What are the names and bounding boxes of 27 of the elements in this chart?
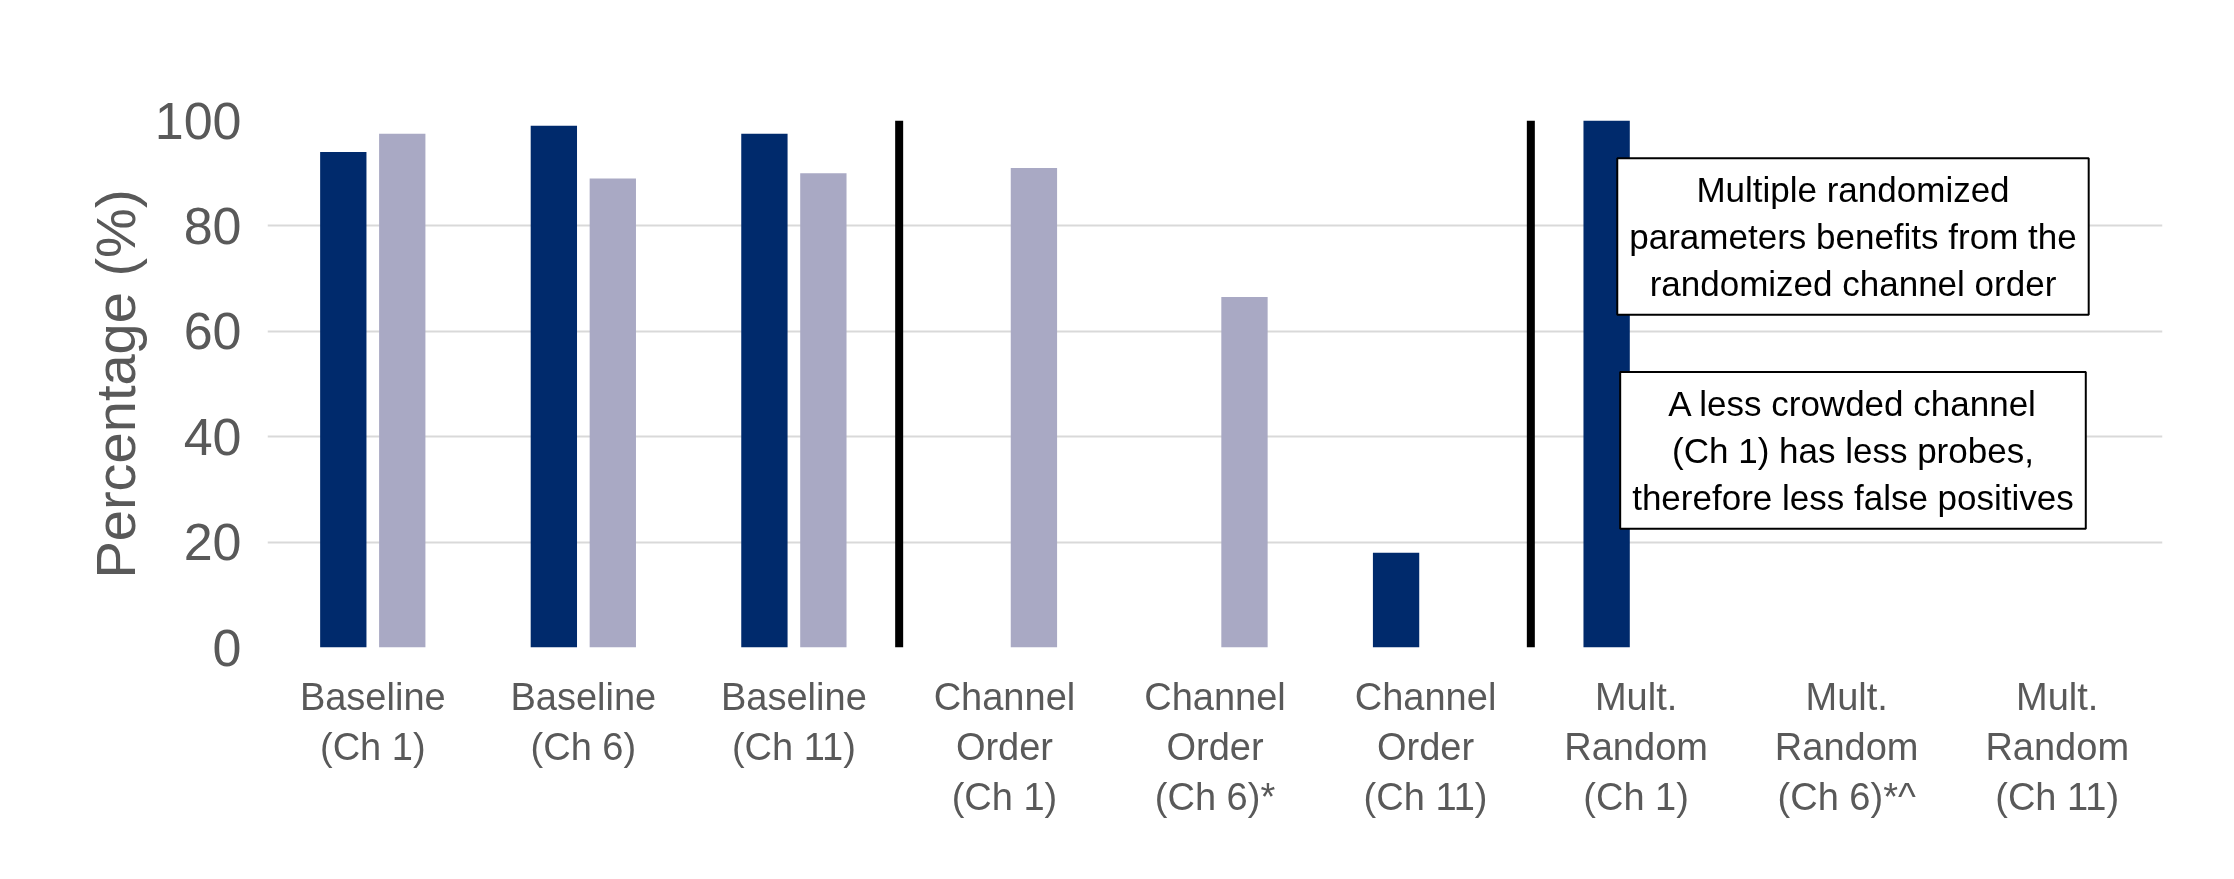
y-tick-label: 100: [154, 91, 242, 150]
x-tick-label: Channel Order (Ch 6)*: [1144, 675, 1286, 819]
bar: [1372, 552, 1420, 648]
bar: [741, 133, 788, 648]
bar: [530, 125, 578, 648]
bar: [589, 178, 636, 648]
x-tick-label: Baseline (Ch 6): [510, 675, 657, 768]
bar: [1010, 167, 1058, 648]
annotation: A less crowded channel (Ch 1) has less probes, therefore less false positives: [1632, 384, 2074, 517]
x-tick-label: Channel Order (Ch 1): [933, 675, 1076, 819]
x-tick-label: Channel Order (Ch 11): [1354, 675, 1497, 819]
x-tick-label: Mult. Random (Ch 1): [1564, 675, 1708, 819]
y-tick-label: 60: [183, 302, 242, 361]
x-tick-label: Mult. Random (Ch 6)*^: [1774, 675, 1919, 819]
y-tick-label: 20: [183, 513, 242, 572]
bar: [800, 173, 847, 648]
y-tick-label: 80: [183, 196, 242, 255]
bar: [320, 152, 367, 648]
bar: [379, 133, 426, 648]
x-tick-label: Baseline (Ch 11): [721, 675, 867, 768]
x-tick-label: Baseline (Ch 1): [299, 675, 446, 768]
bar: [1221, 297, 1268, 648]
annotation: Multiple randomized parameters benefits from the randomized channel order: [1629, 170, 2077, 303]
x-tick-label: Mult. Random (Ch 11): [1985, 675, 2130, 819]
y-tick-label: 0: [212, 618, 242, 677]
y-axis-title: Percentage (%): [83, 189, 147, 579]
y-tick-label: 40: [183, 407, 242, 466]
